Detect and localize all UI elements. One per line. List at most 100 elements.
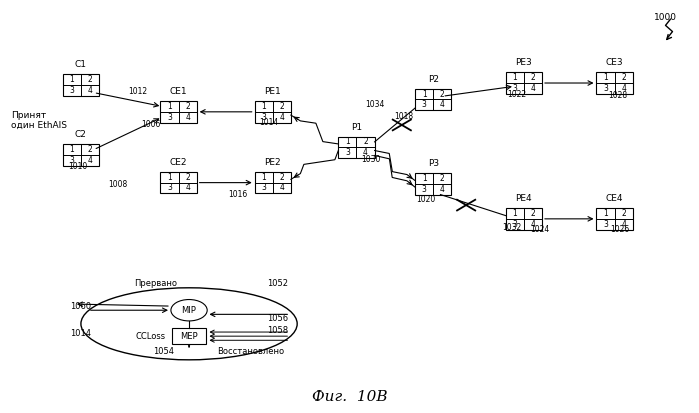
Text: CCLoss: CCLoss: [136, 332, 166, 341]
Text: 1: 1: [345, 138, 350, 146]
Text: 1: 1: [603, 209, 608, 218]
Text: 1006: 1006: [141, 120, 160, 129]
Bar: [596, 72, 633, 94]
Bar: [254, 101, 291, 123]
Text: 1: 1: [167, 173, 172, 182]
Text: 1012: 1012: [129, 87, 147, 96]
Text: 1: 1: [69, 145, 74, 154]
Text: Принят: Принят: [11, 112, 46, 121]
Text: 1000: 1000: [654, 13, 677, 22]
Text: 1052: 1052: [267, 279, 288, 288]
Text: CE1: CE1: [170, 87, 187, 96]
Text: Фиг.  10В: Фиг. 10В: [312, 389, 387, 404]
Text: 1014: 1014: [71, 329, 92, 338]
Text: 2: 2: [185, 102, 190, 111]
Text: P3: P3: [428, 159, 439, 168]
Text: 3: 3: [69, 156, 74, 165]
Bar: [63, 74, 99, 96]
Text: 4: 4: [185, 113, 190, 122]
Text: Прервано: Прервано: [134, 279, 177, 288]
Text: 4: 4: [531, 220, 535, 229]
Text: 2: 2: [621, 209, 626, 218]
Text: 1056: 1056: [267, 314, 288, 323]
Text: 3: 3: [261, 113, 266, 122]
Text: 2: 2: [440, 90, 445, 99]
Text: 4: 4: [531, 84, 535, 93]
Text: 3: 3: [69, 86, 74, 95]
Text: 1032: 1032: [503, 223, 521, 233]
Text: 1018: 1018: [394, 112, 414, 121]
Text: 4: 4: [621, 220, 626, 229]
Text: 4: 4: [280, 183, 284, 192]
Text: 1030: 1030: [361, 155, 380, 164]
Text: 2: 2: [280, 102, 284, 111]
Text: 1: 1: [421, 174, 426, 183]
Text: 2: 2: [621, 73, 626, 82]
Text: 1: 1: [69, 75, 74, 84]
Text: 2: 2: [440, 174, 445, 183]
Bar: [63, 145, 99, 166]
Text: 4: 4: [621, 84, 626, 93]
Bar: [254, 172, 291, 193]
Text: C2: C2: [75, 131, 87, 140]
Text: PE1: PE1: [264, 87, 281, 96]
Text: 1: 1: [512, 73, 517, 82]
Text: CE3: CE3: [606, 58, 624, 67]
Text: 2: 2: [87, 145, 92, 154]
Text: 4: 4: [185, 183, 190, 192]
Text: 1016: 1016: [229, 190, 247, 199]
Text: 1054: 1054: [153, 347, 174, 356]
Text: 1058: 1058: [267, 326, 288, 335]
Text: 1020: 1020: [417, 195, 436, 204]
Bar: [338, 137, 375, 158]
Text: 2: 2: [87, 75, 92, 84]
Bar: [506, 208, 542, 230]
Ellipse shape: [81, 288, 297, 360]
Text: 3: 3: [512, 220, 517, 229]
Text: 3: 3: [603, 84, 608, 93]
Text: 1: 1: [421, 90, 426, 99]
Text: 1008: 1008: [108, 180, 127, 189]
Text: 3: 3: [167, 183, 172, 192]
Bar: [506, 72, 542, 94]
Text: 4: 4: [87, 156, 92, 165]
Text: 1028: 1028: [609, 91, 628, 100]
Bar: [161, 101, 196, 123]
Text: 3: 3: [421, 100, 426, 109]
Text: PE4: PE4: [516, 194, 532, 203]
Text: 1010: 1010: [68, 162, 87, 171]
Text: P1: P1: [351, 123, 362, 132]
Text: PE2: PE2: [264, 158, 281, 167]
Text: PE3: PE3: [516, 58, 532, 67]
Text: 1022: 1022: [507, 90, 526, 99]
Text: 4: 4: [280, 113, 284, 122]
Text: Восстановлено: Восстановлено: [217, 347, 284, 356]
Text: CE2: CE2: [170, 158, 187, 167]
Text: 2: 2: [531, 209, 535, 218]
Bar: [161, 172, 196, 193]
Bar: [596, 208, 633, 230]
Text: 2: 2: [185, 173, 190, 182]
Circle shape: [171, 299, 207, 321]
Text: 4: 4: [87, 86, 92, 95]
Text: P2: P2: [428, 75, 439, 84]
Text: 3: 3: [167, 113, 172, 122]
Text: 1: 1: [167, 102, 172, 111]
Text: 1026: 1026: [610, 225, 630, 234]
Text: 2: 2: [531, 73, 535, 82]
Text: 1060: 1060: [71, 301, 92, 311]
Text: CE4: CE4: [606, 194, 624, 203]
Text: один EthAIS: один EthAIS: [11, 121, 67, 130]
Text: 3: 3: [261, 183, 266, 192]
Text: 4: 4: [440, 185, 445, 194]
Text: MIP: MIP: [182, 306, 196, 315]
Text: 3: 3: [421, 185, 426, 194]
Text: 3: 3: [603, 220, 608, 229]
Text: 1: 1: [603, 73, 608, 82]
Text: 1024: 1024: [531, 225, 549, 234]
Text: 1014: 1014: [259, 119, 279, 128]
Text: 1: 1: [261, 173, 266, 182]
Text: 3: 3: [345, 148, 350, 157]
Bar: [415, 173, 452, 195]
Text: 2: 2: [363, 138, 368, 146]
